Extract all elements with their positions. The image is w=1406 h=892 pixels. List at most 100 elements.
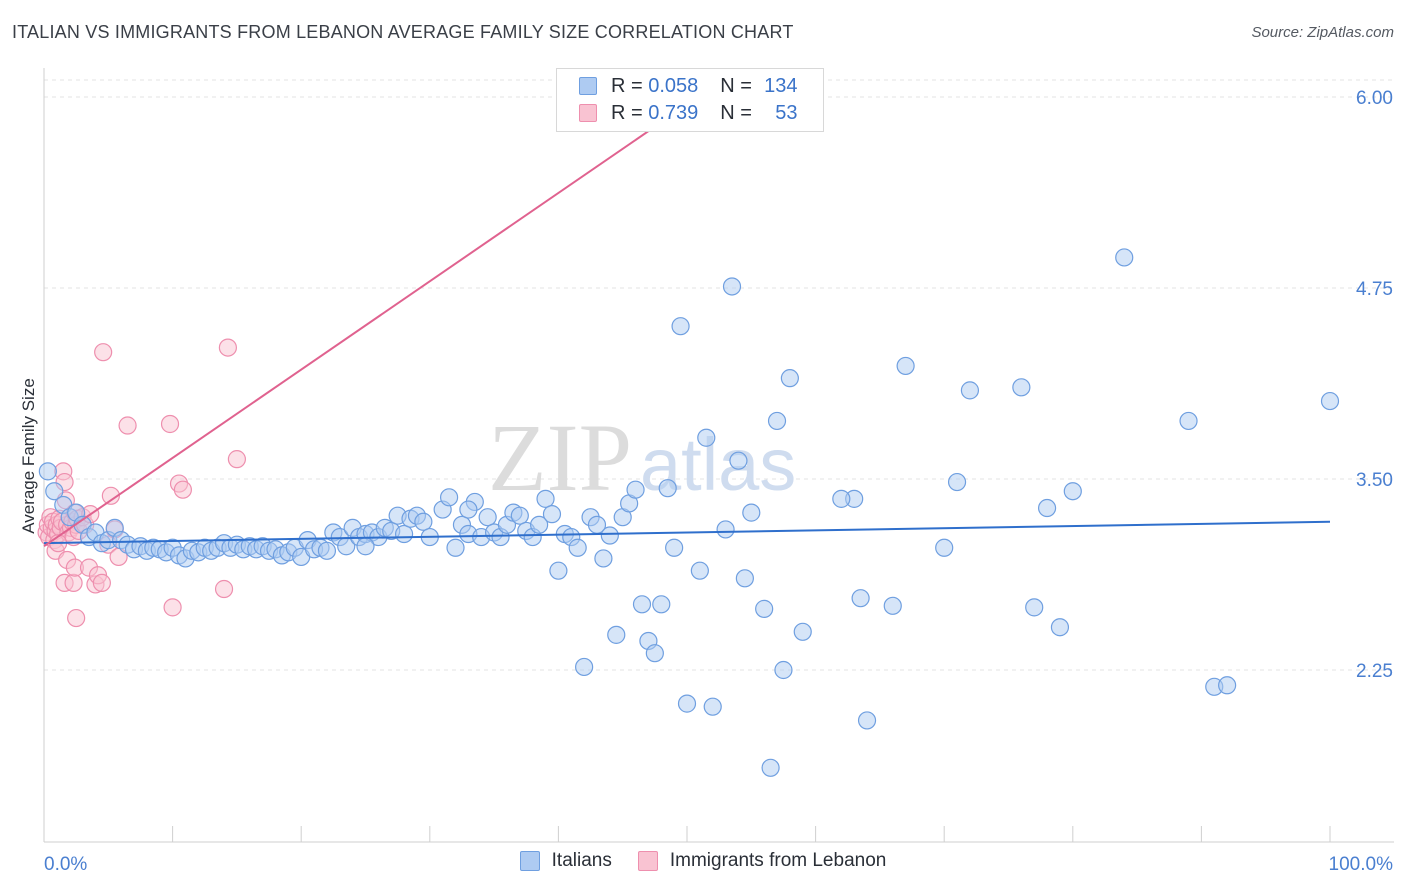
source-label: Source: ZipAtlas.com	[1251, 24, 1394, 41]
trend-line-lebanon	[43, 103, 688, 548]
n-label: N =	[720, 74, 752, 97]
data-point	[600, 526, 619, 545]
data-point	[439, 488, 459, 507]
data-point	[626, 480, 645, 499]
data-point	[857, 711, 877, 730]
data-point	[218, 338, 237, 357]
data-point	[671, 317, 690, 336]
data-point	[935, 538, 954, 557]
watermark: ZIP atlas	[488, 404, 796, 511]
data-point	[1179, 411, 1198, 431]
data-point	[394, 524, 414, 544]
data-point	[1320, 391, 1340, 411]
trend-lines	[43, 103, 1331, 548]
y-tick-label: 2.25	[1356, 661, 1393, 682]
x-tick-label-min: 0.0%	[44, 854, 87, 875]
data-point	[883, 596, 902, 615]
data-point	[446, 538, 465, 557]
axes	[43, 68, 1394, 843]
data-point	[716, 520, 735, 539]
data-point	[645, 644, 664, 663]
n-value: 53	[775, 101, 798, 124]
y-axis-label: Average Family Size	[19, 378, 38, 534]
data-point	[697, 428, 716, 447]
chart-title: ITALIAN VS IMMIGRANTS FROM LEBANON AVERA…	[12, 22, 794, 42]
lebanon-points	[37, 338, 246, 628]
data-point	[774, 660, 793, 680]
data-point	[1050, 618, 1070, 637]
data-point	[317, 541, 337, 560]
data-point	[767, 411, 787, 431]
data-point	[356, 537, 375, 556]
data-point	[851, 589, 870, 608]
data-point	[38, 462, 57, 481]
data-point	[793, 622, 812, 641]
y-tick-label: 6.00	[1356, 88, 1393, 109]
data-point	[594, 549, 613, 568]
data-point	[729, 451, 748, 470]
data-point	[658, 479, 677, 498]
data-point	[92, 573, 111, 593]
data-point	[160, 414, 180, 434]
data-point	[947, 472, 967, 492]
legend-label-lebanon: Immigrants from Lebanon	[669, 850, 887, 871]
data-point	[780, 369, 799, 388]
data-point	[960, 381, 980, 400]
data-point	[227, 450, 246, 469]
axis-labels: 2.25 3.50 4.75 6.00 0.0% 100.0% Average Family…	[19, 88, 1393, 875]
grid-lines	[44, 79, 1394, 671]
data-point	[478, 508, 497, 527]
data-point	[173, 480, 192, 499]
data-point	[214, 579, 234, 599]
data-point	[530, 515, 549, 534]
x-tick-label-max: 100.0%	[1329, 854, 1394, 875]
legend-row-lebanon: R = 0.739 N = 53	[579, 100, 798, 126]
data-point	[568, 538, 587, 557]
r-value: 0.058	[648, 74, 699, 97]
data-point	[101, 486, 120, 505]
trend-line-italians	[43, 520, 1331, 545]
data-point	[652, 595, 671, 614]
italians-points	[38, 248, 1340, 777]
n-value: 134	[764, 74, 798, 97]
data-point	[735, 569, 754, 588]
data-point	[94, 343, 113, 362]
data-point	[414, 512, 433, 531]
watermark-zip: ZIP	[488, 404, 632, 511]
data-point	[607, 625, 626, 644]
data-point	[742, 503, 761, 522]
data-point	[1218, 676, 1237, 695]
n-label: N =	[720, 101, 752, 124]
data-point	[832, 489, 851, 508]
data-point	[896, 356, 915, 376]
y-tick-label: 4.75	[1356, 279, 1393, 300]
r-value: 0.739	[648, 101, 699, 124]
legend-item-italians[interactable]: Italians	[519, 850, 612, 872]
data-point	[677, 694, 697, 713]
r-label: R =	[611, 74, 643, 97]
data-point	[690, 561, 709, 580]
data-point	[536, 489, 555, 508]
data-point	[67, 608, 86, 628]
r-label: R =	[611, 101, 643, 124]
series-legend: Italians Immigrants from Lebanon	[0, 850, 1406, 872]
data-point	[1063, 482, 1082, 501]
italians-swatch	[579, 77, 597, 95]
data-point	[118, 416, 137, 435]
data-point	[575, 657, 594, 677]
legend-item-lebanon[interactable]: Immigrants from Lebanon	[637, 850, 887, 872]
data-point	[1037, 498, 1057, 518]
legend-row-italians: R = 0.058 N = 134	[579, 73, 798, 99]
correlation-legend: R = 0.058 N = 134 R = 0.739 N = 53	[556, 68, 824, 132]
legend-label-italians: Italians	[551, 850, 612, 871]
data-point	[632, 595, 652, 614]
data-point	[761, 758, 780, 777]
data-point	[64, 573, 83, 593]
data-point	[459, 500, 478, 519]
data-point	[722, 277, 742, 296]
data-point	[665, 538, 684, 557]
data-point	[45, 482, 64, 501]
lebanon-swatch	[579, 104, 597, 122]
data-point	[1025, 598, 1044, 617]
